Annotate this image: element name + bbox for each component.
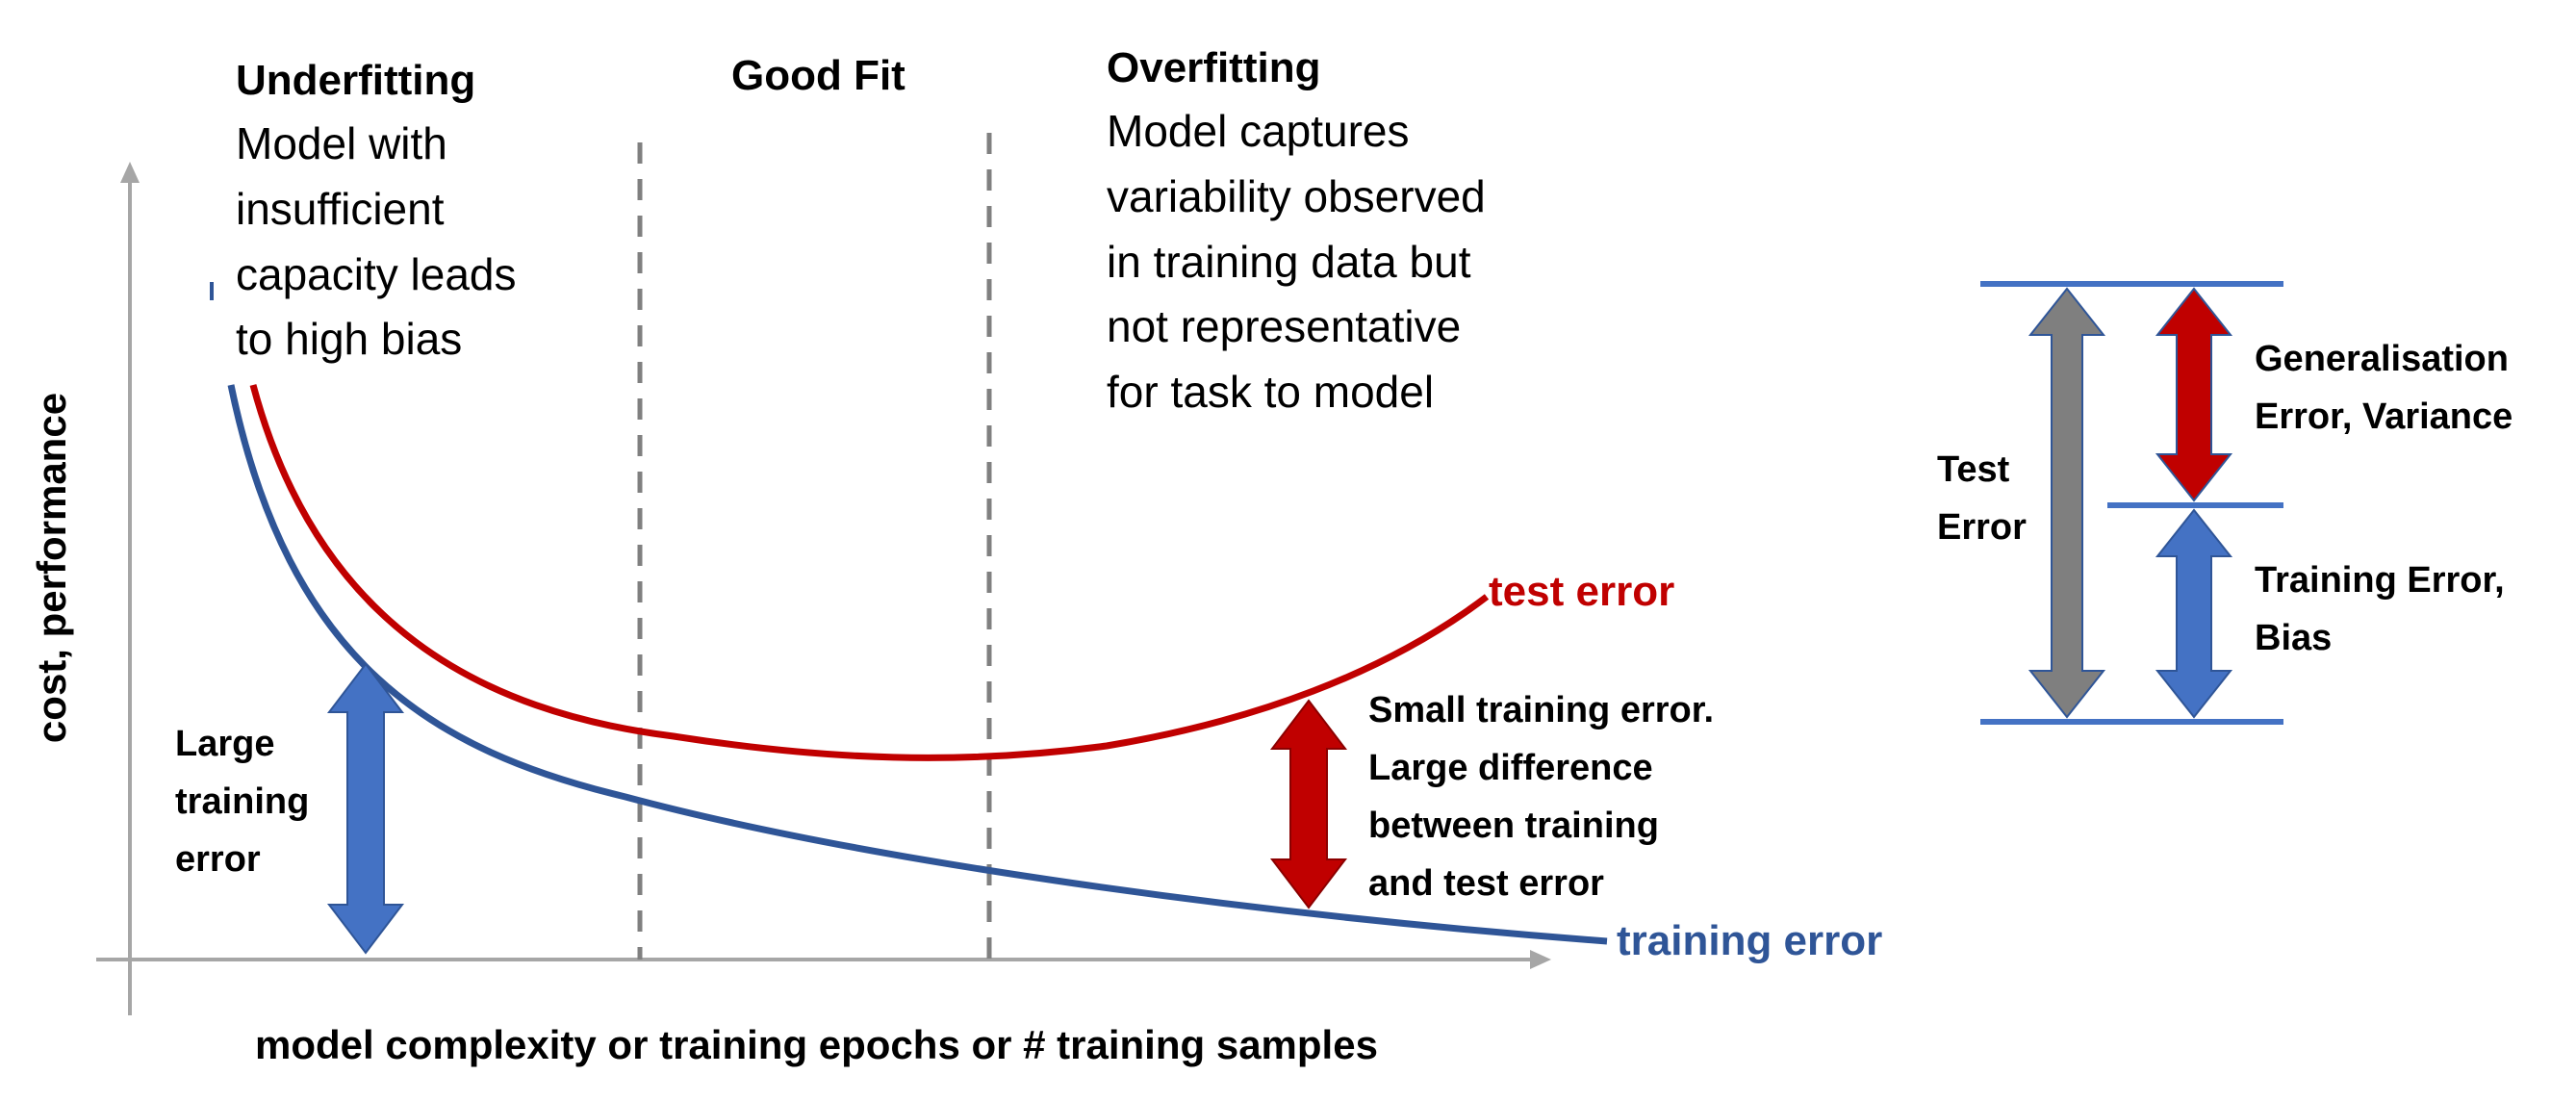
overfitting-line-5: for task to model (1107, 367, 1434, 417)
training-error-label: training error (1617, 917, 1882, 964)
small-training-error-line-4: and test error (1368, 863, 1604, 904)
legend-test-error-line-1: Test (1937, 449, 2010, 490)
test-error-curve (249, 384, 1490, 761)
training-error-bias-arrow (2155, 508, 2233, 719)
underfitting-line-1: Model with (236, 118, 447, 168)
y-axis-arrowhead (120, 162, 140, 183)
overfitting-line-2: variability observed (1107, 171, 1486, 221)
overfitting-line-3: in training data but (1107, 237, 1471, 287)
large-training-error-line-3: error (175, 839, 261, 880)
training-error-curve (227, 384, 1608, 945)
small-training-error-arrow (1269, 699, 1348, 909)
legend-test-error-line-2: Error (1937, 507, 2027, 548)
legend-generalisation-line-1: Generalisation (2255, 339, 2509, 379)
good-fit-title: Good Fit (731, 52, 905, 99)
small-training-error-line-2: Large difference (1368, 748, 1653, 788)
legend-generalisation-line-2: Error, Variance (2255, 397, 2512, 437)
underfitting-line-2: insufficient (236, 184, 445, 234)
large-training-error-line-1: Large (175, 724, 274, 764)
large-training-error-line-2: training (175, 781, 309, 822)
overfitting-title: Overfitting (1107, 44, 1320, 91)
axes (96, 162, 1551, 1015)
underfitting-title: Underfitting (236, 57, 475, 104)
small-training-error-line-3: between training (1368, 806, 1659, 846)
y-axis-label: cost, performance (29, 393, 74, 743)
small-training-error-line-1: Small training error. (1368, 690, 1714, 730)
overfitting-line-4: not representative (1107, 301, 1461, 351)
overfitting-line-1: Model captures (1107, 106, 1410, 156)
x-axis-arrowhead (1530, 950, 1551, 969)
x-axis-label: model complexity or training epochs or #… (255, 1022, 1378, 1067)
test-error-label: test error (1489, 568, 1674, 615)
large-training-error-arrow (326, 662, 405, 955)
legend-training-line-2: Bias (2255, 618, 2332, 658)
test-error-arrow (2028, 287, 2106, 719)
error-decomposition-legend (1980, 281, 2283, 725)
legend-training-line-1: Training Error, (2255, 560, 2505, 601)
underfitting-line-3: capacity leads (236, 249, 517, 299)
generalisation-error-arrow (2155, 287, 2233, 502)
underfitting-line-4: to high bias (236, 314, 462, 364)
